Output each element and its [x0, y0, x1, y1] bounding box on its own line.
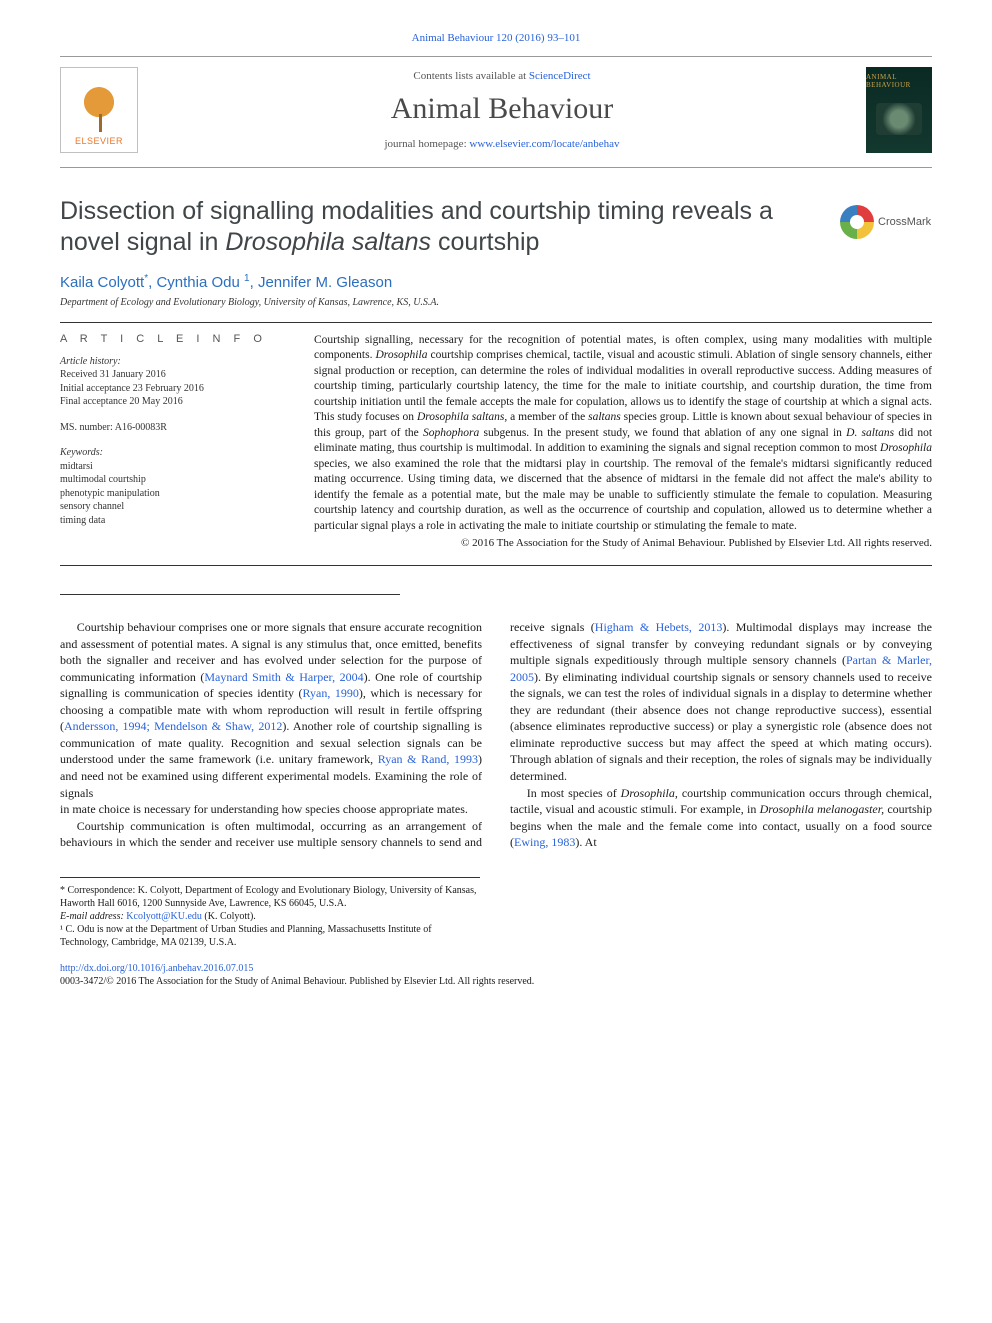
keyword: sensory channel — [60, 500, 290, 514]
page-root: Animal Behaviour 120 (2016) 93–101 ELSEV… — [0, 0, 992, 1027]
footnotes: * Correspondence: K. Colyott, Department… — [60, 877, 480, 949]
crossmark-label: CrossMark — [878, 216, 931, 228]
email-label: E-mail address: — [60, 911, 126, 922]
history-initial-accept: Initial acceptance 23 February 2016 — [60, 382, 290, 396]
keyword: timing data — [60, 514, 290, 528]
affiliation: Department of Ecology and Evolutionary B… — [60, 297, 932, 308]
abstract-text: Courtship signalling, necessary for the … — [314, 333, 932, 535]
footer-issn-copyright: 0003-3472/© 2016 The Association for the… — [60, 976, 932, 987]
contents-lists-line: Contents lists available at ScienceDirec… — [138, 70, 866, 82]
info-abstract-row: A R T I C L E I N F O Article history: R… — [60, 333, 932, 552]
journal-homepage-line: journal homepage: www.elsevier.com/locat… — [138, 138, 866, 150]
body-two-column: Courtship behaviour comprises one or mor… — [60, 619, 932, 851]
email-line: E-mail address: Kcolyott@KU.edu (K. Coly… — [60, 910, 480, 923]
email-who: (K. Colyott). — [202, 911, 256, 922]
footer-doi-line: http://dx.doi.org/10.1016/j.anbehav.2016… — [60, 963, 932, 974]
author-1: Kaila Colyott — [60, 274, 144, 291]
history-received: Received 31 January 2016 — [60, 368, 290, 382]
title-block: Dissection of signalling modalities and … — [60, 196, 932, 308]
body-paragraph-1: Courtship behaviour comprises one or mor… — [60, 619, 482, 801]
rule-below-abstract — [60, 565, 932, 566]
keyword: multimodal courtship — [60, 473, 290, 487]
author-2-mark: 1 — [244, 273, 250, 284]
article-info-column: A R T I C L E I N F O Article history: R… — [60, 333, 290, 552]
contents-prefix: Contents lists available at — [413, 70, 528, 82]
homepage-prefix: journal homepage: — [384, 138, 469, 150]
abstract-column: Courtship signalling, necessary for the … — [314, 333, 932, 552]
article-info-heading: A R T I C L E I N F O — [60, 333, 290, 345]
rule-above-info — [60, 322, 932, 323]
crossmark-badge[interactable]: CrossMark — [840, 200, 932, 244]
abstract-copyright: © 2016 The Association for the Study of … — [314, 536, 932, 551]
cover-title: ANIMAL BEHAVIOUR — [866, 73, 932, 89]
body-paragraph-2: in mate choice is necessary for understa… — [60, 801, 482, 818]
history-final-accept: Final acceptance 20 May 2016 — [60, 395, 290, 409]
keywords-label: Keywords: — [60, 446, 290, 460]
title-species: Drosophila saltans — [225, 228, 431, 256]
journal-homepage-link[interactable]: www.elsevier.com/locate/anbehav — [469, 138, 619, 150]
cover-image-icon — [876, 103, 922, 135]
crossmark-icon — [840, 205, 874, 239]
correspondence-note: * Correspondence: K. Colyott, Department… — [60, 884, 480, 910]
publisher-logo-text: ELSEVIER — [75, 136, 123, 146]
author-3: Jennifer M. Gleason — [258, 274, 392, 291]
short-separator — [60, 594, 400, 595]
sciencedirect-link[interactable]: ScienceDirect — [529, 70, 591, 82]
top-citation: Animal Behaviour 120 (2016) 93–101 — [60, 32, 932, 44]
keyword: midtarsi — [60, 460, 290, 474]
email-link[interactable]: Kcolyott@KU.edu — [126, 911, 202, 922]
history-label: Article history: — [60, 355, 290, 369]
author-present-address: ¹ C. Odu is now at the Department of Urb… — [60, 923, 480, 949]
keyword: phenotypic manipulation — [60, 487, 290, 501]
masthead: ELSEVIER Contents lists available at Sci… — [60, 56, 932, 168]
author-2: Cynthia Odu — [156, 274, 239, 291]
title-post: courtship — [431, 228, 539, 256]
keywords-block: Keywords: midtarsi multimodal courtship … — [60, 446, 290, 527]
article-title: Dissection of signalling modalities and … — [60, 196, 932, 259]
masthead-center: Contents lists available at ScienceDirec… — [138, 70, 866, 150]
body-paragraph-4: In most species of Drosophila, courtship… — [510, 785, 932, 851]
ms-number: MS. number: A16-00083R — [60, 421, 290, 435]
authors-line: Kaila Colyott*, Cynthia Odu 1, Jennifer … — [60, 273, 932, 291]
article-history: Article history: Received 31 January 201… — [60, 355, 290, 409]
keywords-list: midtarsi multimodal courtship phenotypic… — [60, 460, 290, 528]
journal-cover-thumbnail: ANIMAL BEHAVIOUR — [866, 67, 932, 153]
author-1-mark: * — [144, 273, 148, 284]
publisher-logo: ELSEVIER — [60, 67, 138, 153]
doi-link[interactable]: http://dx.doi.org/10.1016/j.anbehav.2016… — [60, 963, 253, 974]
journal-name: Animal Behaviour — [138, 92, 866, 126]
elsevier-tree-icon — [77, 86, 121, 132]
